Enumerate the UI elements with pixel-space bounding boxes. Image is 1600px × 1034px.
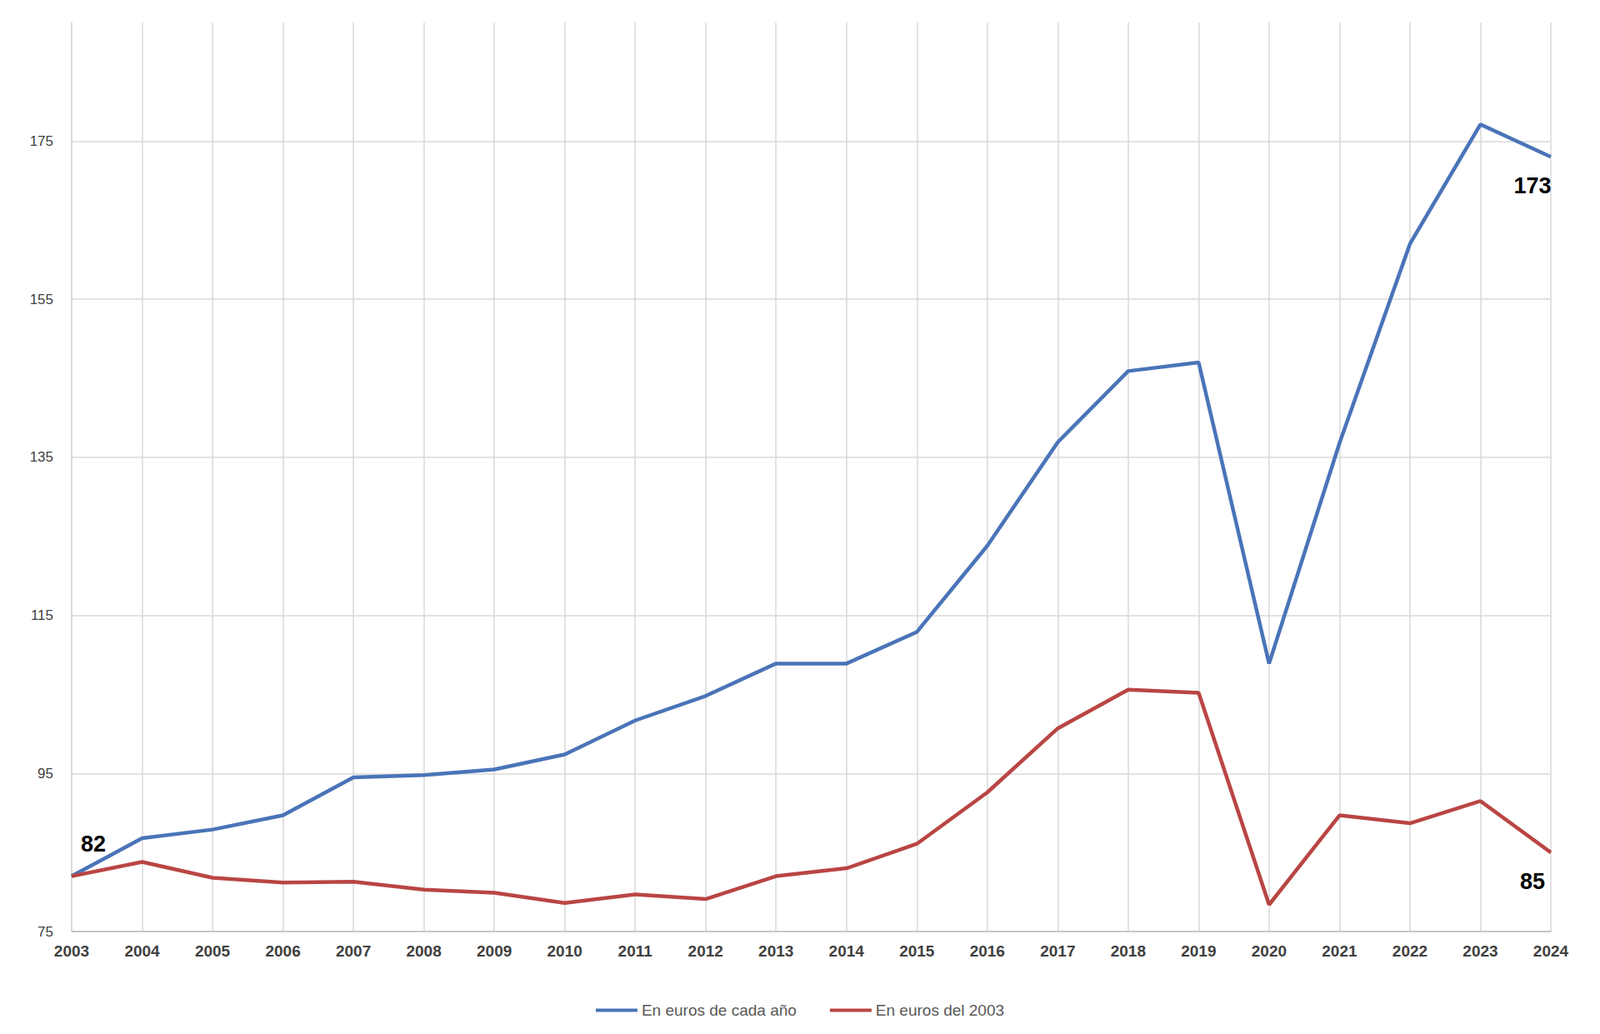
svg-text:75: 75 [37,924,54,940]
svg-text:2014: 2014 [829,942,865,960]
svg-text:2023: 2023 [1462,942,1498,960]
svg-text:2007: 2007 [335,942,371,960]
svg-text:2024: 2024 [1533,942,1570,960]
svg-text:2005: 2005 [195,942,231,960]
svg-text:2018: 2018 [1110,942,1146,960]
svg-text:2019: 2019 [1180,942,1216,960]
svg-text:155: 155 [30,291,54,308]
svg-text:En euros del 2003: En euros del 2003 [875,1001,1005,1020]
svg-text:En euros de cada año: En euros de cada año [641,1001,797,1020]
svg-text:2021: 2021 [1321,942,1358,960]
svg-text:2016: 2016 [970,942,1005,960]
svg-text:82: 82 [80,831,106,857]
svg-text:2006: 2006 [265,942,300,960]
svg-text:2013: 2013 [758,942,794,960]
svg-text:2015: 2015 [899,942,935,960]
svg-text:2011: 2011 [618,942,654,960]
svg-text:135: 135 [30,449,54,465]
svg-text:85: 85 [1520,869,1545,895]
svg-text:2009: 2009 [476,942,512,960]
svg-text:2012: 2012 [688,942,724,960]
svg-text:2020: 2020 [1251,942,1287,960]
svg-text:2003: 2003 [54,942,90,960]
svg-text:173: 173 [1513,173,1551,199]
svg-text:2017: 2017 [1040,942,1075,960]
svg-text:2004: 2004 [124,942,160,960]
svg-text:175: 175 [30,133,54,150]
svg-text:2022: 2022 [1392,942,1428,960]
svg-text:95: 95 [37,765,54,782]
svg-text:2008: 2008 [405,942,441,960]
svg-text:2010: 2010 [547,942,583,960]
svg-text:115: 115 [30,607,54,624]
